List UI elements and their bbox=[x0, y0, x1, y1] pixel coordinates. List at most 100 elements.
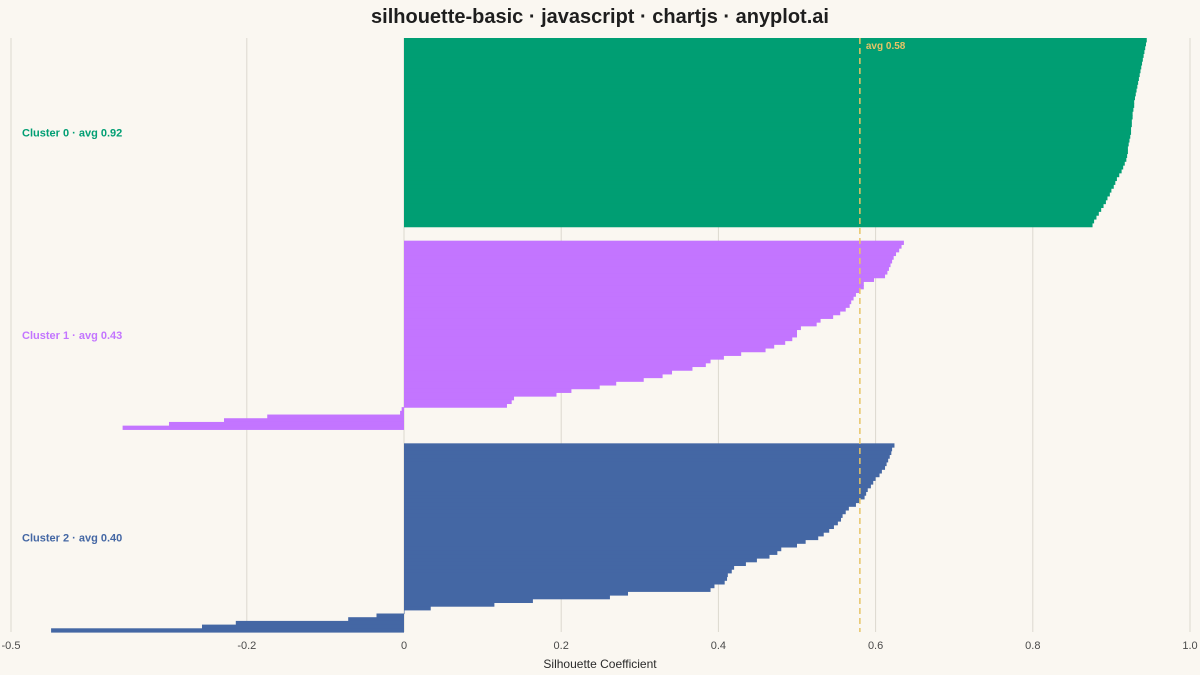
silhouette-bar bbox=[404, 80, 1139, 85]
silhouette-bar bbox=[404, 583, 715, 589]
silhouette-bar bbox=[404, 344, 775, 349]
x-tick-label: 0.8 bbox=[1025, 640, 1040, 652]
silhouette-bar bbox=[404, 111, 1133, 116]
silhouette-bar bbox=[224, 418, 404, 423]
silhouette-bar bbox=[404, 222, 1093, 228]
silhouette-bar bbox=[404, 310, 841, 316]
silhouette-bar bbox=[404, 472, 880, 478]
silhouette-bar bbox=[404, 509, 846, 515]
silhouette-bar bbox=[404, 188, 1112, 193]
silhouette-bar bbox=[404, 145, 1128, 151]
silhouette-bar bbox=[404, 299, 852, 305]
silhouette-bar bbox=[404, 318, 821, 323]
silhouette-bar bbox=[404, 587, 711, 592]
silhouette-bar bbox=[404, 38, 1147, 43]
silhouette-bar bbox=[404, 68, 1141, 74]
x-tick-label: 0.6 bbox=[868, 640, 883, 652]
silhouette-bar bbox=[404, 307, 846, 312]
silhouette-bar bbox=[404, 572, 728, 578]
silhouette-bar bbox=[404, 285, 864, 290]
silhouette-bar bbox=[404, 126, 1132, 132]
silhouette-bar bbox=[404, 528, 830, 533]
silhouette-bar bbox=[404, 469, 882, 474]
silhouette-bar bbox=[404, 484, 871, 489]
ticks-layer: -0.5 -0.2 0 0.2 0.4 0.6 0.8 1.0 bbox=[2, 640, 1198, 652]
silhouette-bar bbox=[404, 292, 856, 297]
silhouette-bar bbox=[404, 461, 887, 467]
silhouette-bar bbox=[404, 296, 854, 301]
silhouette-bar bbox=[404, 248, 900, 253]
silhouette-bar bbox=[404, 569, 732, 574]
silhouette-bar bbox=[404, 576, 728, 581]
silhouette-bar bbox=[404, 535, 819, 541]
silhouette-bar bbox=[404, 240, 904, 245]
silhouette-bar bbox=[404, 138, 1130, 143]
silhouette-bar bbox=[404, 273, 886, 279]
silhouette-bar bbox=[404, 359, 711, 364]
silhouette-bar bbox=[404, 396, 515, 401]
silhouette-bar bbox=[404, 595, 610, 600]
silhouette-bar bbox=[404, 521, 838, 526]
x-tick-label: 0.2 bbox=[554, 640, 569, 652]
silhouette-bar bbox=[404, 211, 1099, 216]
silhouette-bar bbox=[404, 480, 874, 485]
silhouette-bar bbox=[404, 45, 1146, 51]
silhouette-bar bbox=[404, 41, 1146, 47]
silhouette-bar bbox=[404, 377, 644, 382]
silhouette-bar bbox=[404, 262, 891, 268]
silhouette-bar bbox=[404, 532, 824, 537]
silhouette-bar bbox=[404, 454, 890, 459]
silhouette-bar bbox=[404, 392, 557, 397]
x-axis-title: Silhouette Coefficient bbox=[543, 657, 657, 671]
silhouette-bar bbox=[404, 115, 1133, 120]
silhouette-bar bbox=[404, 61, 1143, 66]
silhouette-bar bbox=[404, 141, 1129, 147]
silhouette-bar bbox=[404, 57, 1143, 62]
silhouette-bar bbox=[376, 613, 404, 618]
x-tick-label: -0.2 bbox=[237, 640, 256, 652]
silhouette-bar bbox=[404, 49, 1145, 55]
silhouette-bar bbox=[404, 53, 1144, 58]
silhouette-bar bbox=[404, 381, 617, 386]
silhouette-bar bbox=[404, 355, 724, 360]
x-tick-label: 0.4 bbox=[711, 640, 726, 652]
silhouette-bar bbox=[404, 366, 693, 371]
silhouette-bar bbox=[348, 617, 404, 622]
cluster-label: Cluster 2 · avg 0.40 bbox=[22, 533, 122, 545]
silhouette-bar bbox=[404, 606, 431, 611]
silhouette-bar bbox=[404, 598, 533, 604]
silhouette-bar bbox=[404, 64, 1142, 70]
silhouette-bar bbox=[404, 351, 742, 356]
silhouette-bar bbox=[404, 524, 834, 530]
silhouette-bar bbox=[404, 336, 793, 342]
silhouette-bar bbox=[404, 558, 757, 563]
x-tick-label: 0 bbox=[401, 640, 407, 652]
silhouette-bar bbox=[168, 421, 404, 427]
silhouette-bar bbox=[404, 99, 1135, 105]
silhouette-bar bbox=[404, 539, 806, 544]
silhouette-bar bbox=[404, 487, 868, 493]
silhouette-bar bbox=[404, 303, 850, 308]
silhouette-bar bbox=[404, 84, 1138, 89]
silhouette-bar bbox=[401, 407, 404, 412]
silhouette-bar bbox=[404, 161, 1125, 166]
silhouette-bar bbox=[404, 325, 801, 331]
silhouette-bar bbox=[404, 244, 902, 249]
silhouette-bar bbox=[404, 502, 856, 507]
silhouette-bar bbox=[404, 203, 1104, 209]
silhouette-bar bbox=[404, 157, 1127, 162]
silhouette-bar bbox=[404, 255, 894, 260]
silhouette-bar bbox=[404, 399, 512, 405]
silhouette-bar bbox=[404, 543, 797, 548]
silhouette-bar bbox=[404, 277, 875, 282]
silhouette-bar bbox=[404, 76, 1139, 81]
silhouette-bar bbox=[404, 281, 864, 286]
silhouette-bar bbox=[404, 403, 507, 408]
silhouette-bar bbox=[404, 199, 1106, 205]
silhouette-bar bbox=[404, 195, 1108, 201]
silhouette-bar bbox=[404, 176, 1117, 182]
silhouette-bar bbox=[404, 134, 1131, 139]
silhouette-bar bbox=[404, 517, 842, 522]
silhouette-bar bbox=[404, 184, 1114, 189]
silhouette-bar bbox=[404, 495, 865, 500]
